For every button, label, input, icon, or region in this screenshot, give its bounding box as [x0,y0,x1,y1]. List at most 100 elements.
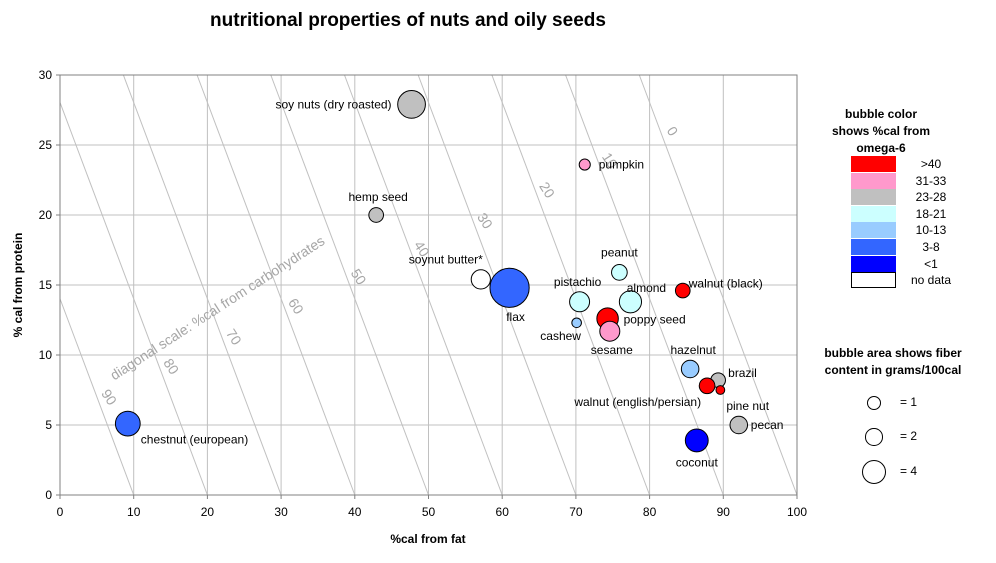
bubble-almond [618,290,643,314]
color-swatch [851,239,896,255]
diagonal-tick-label: 20 [536,179,558,201]
color-legend-label: 10-13 [915,223,947,238]
color-swatch [851,272,896,289]
bubble-label: hemp seed [348,190,407,204]
color-swatch [851,222,896,239]
bubble-label: walnut (english/persian) [573,395,701,409]
diagonal-tick-label: 60 [285,295,307,317]
color-legend-label: 3-8 [922,240,940,254]
color-legend-label: no data [910,273,952,288]
color-swatch [851,156,896,172]
bubble-label: cashew [540,329,581,343]
x-axis-label: %cal from fat [390,532,465,546]
x-tick-label: 60 [496,505,510,519]
bubble-pistachio [569,291,591,313]
bubble-walnut-english-persian- [698,377,716,395]
color-swatch [851,255,896,272]
bubble-label: pecan [751,418,784,432]
color-swatch [851,189,896,206]
color-swatch [851,172,896,189]
bubble-label: chestnut (european) [141,433,248,447]
y-tick-label: 0 [45,488,52,502]
size-legend-label: = 4 [900,464,918,478]
bubble-label: walnut (black) [688,277,763,291]
diagonal-line [59,298,135,496]
diagonal-tick-label: 70 [223,326,245,348]
x-tick-label: 70 [569,505,583,519]
diagonal-line [638,74,798,496]
bubble-label: hazelnut [670,343,716,357]
bubble-label: almond [627,281,666,295]
bubble-label: sesame [591,343,633,357]
color-legend-label: 23-28 [915,190,947,205]
bubble-flax [489,267,530,308]
diagonal-tick-label: 30 [474,210,496,232]
diagonal-line [270,74,429,496]
color-legend-label: 31-33 [915,173,947,188]
diagonal-line [59,102,208,496]
x-tick-label: 40 [348,505,362,519]
y-tick-label: 15 [39,278,53,292]
size-legend-circle [861,459,887,485]
y-axis-label: % cal from protein [11,233,25,338]
y-tick-label: 30 [39,68,53,82]
size-legend-title: bubble area shows fiber content in grams… [824,346,962,377]
y-tick-label: 25 [39,138,53,152]
bubble-sesame [599,320,621,342]
color-swatch [851,205,896,222]
diagonal-line [196,74,356,496]
x-tick-label: 10 [127,505,141,519]
bubbles [114,90,749,453]
bubble-chestnut-european- [114,410,141,437]
color-legend-title: bubble color shows %cal from omega-6 [831,107,931,155]
bubble-label: peanut [601,245,638,259]
bubble-label: coconut [676,455,719,469]
bubble-hazelnut [680,359,700,379]
bubble-labels: soy nuts (dry roasted) pumpkin hemp seed so… [141,97,784,469]
diagonal-tick-label: 90 [98,386,120,408]
bubble-label: brazil [728,366,757,380]
diagonal-scale-labels: 0 10 20 30 40 50 60 70 80 90 [98,123,681,408]
x-tick-label: 30 [274,505,288,519]
x-tick-label: 50 [422,505,436,519]
chart-title: nutritional properties of nuts and oily … [210,10,606,31]
bubble-label: soynut butter* [409,252,483,266]
color-legend-label: 18-21 [915,206,947,221]
size-legend-circle [865,428,883,446]
bubble-hemp-seed [368,207,385,223]
bubble-peanut [611,264,628,281]
size-legend-label: = 1 [900,395,918,409]
diagonal-line [122,74,282,496]
bubble-label: soy nuts (dry roasted) [276,97,392,111]
diagonal-line [491,74,651,496]
color-legend-label: <1 [924,256,938,271]
y-tick-label: 5 [45,418,52,432]
x-tick-label: 20 [201,505,215,519]
diagonal-tick-label: 50 [348,266,370,288]
bubble-pumpkin [578,158,591,171]
bubble-label: pumpkin [599,158,644,172]
x-tick-label: 80 [643,505,657,519]
bubble-soynut-butter- [470,269,491,290]
bubble-pecan [729,415,749,435]
y-tick-label: 20 [39,208,53,222]
bubble-walnut-black- [674,282,691,299]
bubble-pine-nut [715,385,726,395]
size-legend-circle [867,396,881,410]
x-tick-label: 100 [787,505,807,519]
size-legend-label: = 2 [900,429,918,443]
bubble-label: poppy seed [624,313,686,327]
bubble-cashew [571,317,582,329]
x-tick-label: 0 [57,505,64,519]
diagonal-line [344,74,503,496]
diagonal-tick-label: 40 [411,238,433,260]
color-legend-label: >40 [920,157,942,171]
bubble-soy-nuts-dry-roasted- [397,90,426,119]
diagonal-tick-label: 10 [599,150,621,172]
bubble-label: pine nut [726,399,769,413]
diagonal-tick-label: 0 [664,123,682,138]
x-tick-label: 90 [717,505,731,519]
y-tick-label: 10 [39,348,53,362]
